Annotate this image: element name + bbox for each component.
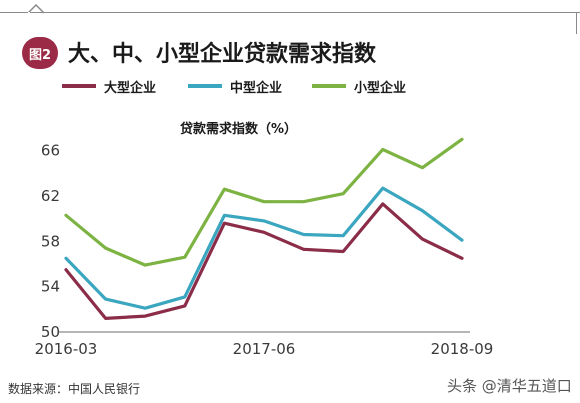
legend-item-large: 大型企业	[62, 78, 157, 96]
frame-notch	[28, 4, 45, 14]
x-tick-label: 2017-06	[233, 340, 296, 358]
y-tick-label: 66	[41, 142, 60, 160]
legend-item-small: 小型企业	[312, 78, 407, 96]
frame-right-rule	[576, 12, 577, 34]
data-source: 数据来源：中国人民银行	[8, 382, 141, 396]
legend-label-medium: 中型企业	[230, 80, 283, 96]
chart-title: 大、中、小型企业贷款需求指数	[68, 42, 377, 67]
legend-swatch-large	[62, 84, 96, 88]
legend-swatch-medium	[188, 84, 222, 88]
y-tick-label: 54	[41, 278, 60, 296]
x-tick-label: 2016-03	[35, 340, 98, 358]
y-axis-title: 贷款需求指数（%）	[180, 122, 298, 137]
y-tick-label: 50	[41, 323, 60, 341]
y-tick-label: 58	[41, 232, 60, 250]
watermark: 头条 @清华五道口	[447, 377, 572, 395]
series-line-2	[64, 137, 464, 267]
legend-label-large: 大型企业	[104, 80, 157, 96]
x-tick-label: 2018-09	[431, 340, 494, 358]
y-tick-label: 62	[41, 187, 60, 205]
frame-top-rule	[0, 12, 580, 13]
legend-label-small: 小型企业	[354, 80, 407, 96]
legend-item-medium: 中型企业	[188, 78, 283, 96]
figure-number-badge: 图2	[22, 37, 58, 69]
legend-swatch-small	[312, 84, 346, 88]
series-line-1	[64, 186, 464, 310]
series-line-0	[64, 202, 464, 320]
